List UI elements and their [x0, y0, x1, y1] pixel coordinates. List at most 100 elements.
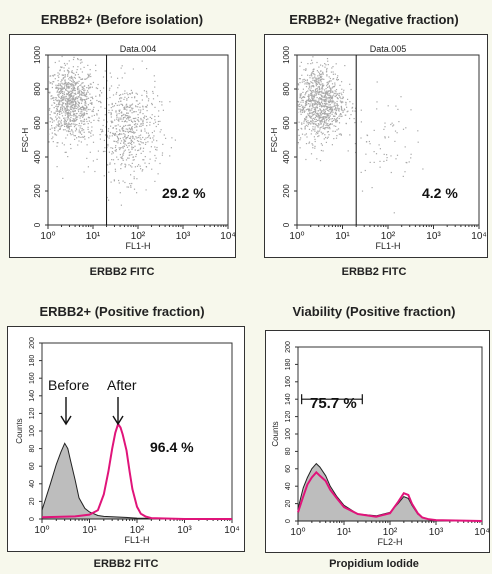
scatter-point [124, 72, 126, 74]
scatter-point [87, 126, 89, 128]
scatter-point [323, 109, 325, 111]
scatter-point [337, 79, 339, 81]
scatter-point [307, 103, 310, 105]
scatter-point [329, 106, 332, 108]
scatter-point [386, 154, 388, 156]
scatter-point [118, 129, 121, 131]
scatter-point [317, 113, 319, 115]
scatter-point [79, 95, 81, 97]
scatter-point [84, 99, 86, 101]
scatter-point [95, 87, 97, 89]
scatter-point [135, 123, 137, 125]
scatter-point [332, 130, 334, 132]
scatter-point [307, 123, 310, 125]
scatter-point [82, 92, 84, 94]
scatter-point [90, 99, 92, 102]
scatter-point [326, 107, 328, 109]
scatter-point [64, 76, 66, 78]
scatter-point [324, 98, 327, 101]
scatter-point [99, 134, 101, 136]
y-tick-label: 600 [282, 116, 291, 130]
scatter-point [322, 99, 324, 101]
scatter-point [134, 131, 136, 134]
scatter-point [316, 102, 318, 104]
scatter-point [60, 66, 62, 68]
scatter-point [79, 89, 81, 92]
scatter-point [304, 128, 306, 130]
scatter-point [159, 162, 161, 165]
scatter-point [313, 136, 315, 138]
scatter-point [140, 125, 142, 127]
scatter-point [319, 120, 321, 122]
scatter-point [57, 142, 59, 144]
scatter-point [63, 70, 65, 72]
scatter-point [129, 128, 131, 130]
scatter-point [77, 86, 79, 88]
scatter-point [317, 93, 320, 95]
scatter-point [69, 83, 71, 85]
scatter-point [134, 97, 136, 99]
scatter-point [330, 109, 332, 111]
scatter-point [76, 137, 78, 139]
scatter-point [68, 87, 70, 89]
scatter-point [298, 105, 300, 108]
scatter-point [66, 63, 68, 65]
scatter-point [70, 88, 73, 90]
scatter-point [301, 81, 303, 83]
scatter-point [64, 96, 66, 98]
scatter-point [326, 116, 328, 119]
scatter-point [326, 69, 328, 71]
scatter-point [72, 103, 75, 106]
scatter-point [145, 132, 148, 134]
scatter-point [118, 120, 120, 122]
scatter-point [81, 88, 83, 90]
scatter-point [62, 77, 65, 79]
scatter-point [305, 158, 307, 161]
scatter-point [78, 92, 80, 94]
scatter-point [68, 128, 70, 130]
scatter-point [132, 156, 135, 158]
scatter-point [73, 135, 75, 137]
y-tick-label: 1000 [33, 46, 42, 64]
scatter-point [131, 144, 133, 146]
scatter-point [330, 123, 332, 125]
scatter-point [64, 117, 66, 119]
scatter-point [66, 127, 68, 129]
scatter-point [161, 104, 163, 106]
scatter-point [145, 115, 147, 118]
scatter-point [154, 146, 156, 148]
scatter-point [86, 87, 88, 89]
panel-4-plot-frame: 10⁰ 10¹ 10² 10³ 10⁴ 0 20 40 60 80 100 120 140 160 180 2… [265, 330, 490, 553]
scatter-point [90, 132, 92, 134]
scatter-point [128, 164, 130, 166]
scatter-point [149, 124, 151, 126]
scatter-point [88, 86, 90, 88]
scatter-point [310, 87, 312, 89]
scatter-point [321, 105, 323, 107]
scatter-point [343, 108, 345, 110]
scatter-point [313, 79, 315, 81]
scatter-point [91, 102, 93, 104]
scatter-point [153, 139, 155, 141]
scatter-point [146, 110, 148, 112]
scatter-point [314, 108, 317, 110]
scatter-point [313, 97, 315, 99]
scatter-point [83, 91, 85, 93]
scatter-point [131, 129, 134, 131]
scatter-point [312, 106, 314, 108]
scatter-point [313, 85, 315, 87]
x-tick-label: 10¹ [86, 231, 101, 242]
scatter-point [336, 93, 338, 95]
scatter-point [77, 90, 79, 92]
scatter-point [67, 70, 69, 72]
scatter-point [78, 108, 80, 110]
scatter-point [326, 67, 328, 70]
scatter-point [110, 107, 112, 109]
scatter-point [154, 121, 157, 123]
scatter-point [124, 116, 126, 118]
scatter-point [330, 88, 332, 90]
scatter-point [321, 86, 323, 88]
scatter-point [91, 115, 93, 117]
scatter-point [115, 134, 117, 136]
scatter-point [112, 152, 114, 154]
